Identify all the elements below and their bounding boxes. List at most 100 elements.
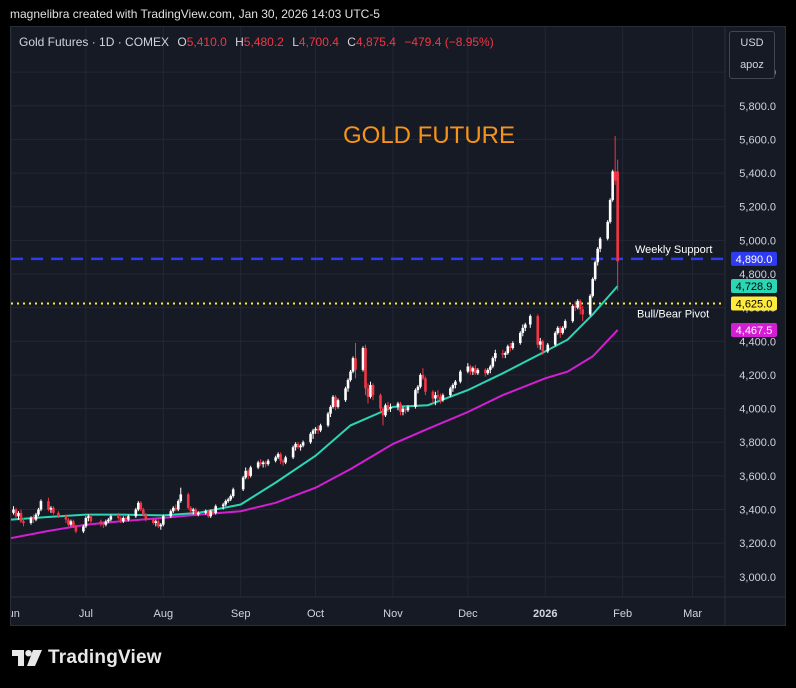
candle-body xyxy=(159,524,163,527)
price-tick-label: 5,800.0 xyxy=(739,101,776,113)
ma-price-tag xyxy=(731,278,777,293)
candle-body xyxy=(419,374,422,387)
candle xyxy=(414,388,417,409)
candle-body xyxy=(404,408,407,411)
candle-body xyxy=(379,395,382,409)
candle-body xyxy=(74,526,78,532)
level-price-tag xyxy=(731,296,777,311)
candle-body xyxy=(244,470,247,478)
price-tick-label: 3,200.0 xyxy=(739,538,776,550)
candle-body xyxy=(104,521,108,525)
candle-body xyxy=(39,501,43,510)
candle xyxy=(189,506,193,513)
price-tick-label: 3,800.0 xyxy=(739,437,776,449)
candle-body xyxy=(474,368,477,374)
candle xyxy=(171,506,175,513)
candle xyxy=(361,346,365,372)
candle xyxy=(581,305,584,322)
candle xyxy=(489,364,492,374)
candle xyxy=(127,514,130,522)
candle-body xyxy=(489,366,492,370)
currency-unit[interactable]: USD xyxy=(740,37,764,49)
candle-body xyxy=(241,477,245,490)
currency-selector[interactable]: USD apoz xyxy=(729,31,775,79)
candle-body xyxy=(279,454,282,461)
candle xyxy=(249,465,252,478)
candle-body xyxy=(556,327,560,333)
candle xyxy=(142,507,145,517)
candle xyxy=(301,440,305,448)
time-tick-label: Nov xyxy=(383,608,403,620)
candle xyxy=(351,356,355,374)
candle-body xyxy=(191,509,195,512)
price-axis[interactable]: 3,000.0 3,200.0 3,400.0 3,600.0 3,800.0 4,000… xyxy=(724,27,777,626)
candle xyxy=(179,487,183,503)
candle xyxy=(521,324,525,337)
candle-body xyxy=(528,316,532,325)
candle-body xyxy=(179,494,183,502)
candle xyxy=(14,507,18,518)
candle xyxy=(29,516,33,525)
candle-body xyxy=(171,507,175,512)
candle-body xyxy=(366,388,370,397)
low-label: L xyxy=(292,35,299,49)
candle-body xyxy=(598,238,602,249)
candle xyxy=(246,469,250,480)
candle xyxy=(371,383,375,401)
candle-body xyxy=(124,517,128,520)
tradingview-wordmark: TradingView xyxy=(48,647,162,668)
candle-body xyxy=(434,395,437,399)
price-tick-label: 5,400.0 xyxy=(739,168,776,180)
chart-pane[interactable]: GOLD FUTURE Weekly Support Bull/Bear Pivot… xyxy=(10,26,786,626)
candle-body xyxy=(301,442,305,446)
time-tick-label: Dec xyxy=(458,608,478,620)
price-tick-label: 3,400.0 xyxy=(739,505,776,517)
candle-body xyxy=(259,462,262,465)
candle-body xyxy=(314,428,317,431)
candle-body xyxy=(102,522,105,525)
candle xyxy=(72,519,75,529)
time-axis[interactable]: Jun Jul Aug Sep Oct Nov Dec 2026 Feb Mar xyxy=(11,596,786,620)
candle xyxy=(416,385,420,394)
candle xyxy=(241,475,245,492)
candle-body xyxy=(152,519,155,523)
candle xyxy=(386,401,390,412)
candle xyxy=(491,356,495,369)
candle-body xyxy=(57,512,60,517)
candle-body xyxy=(29,517,33,523)
candle xyxy=(431,390,435,404)
candle xyxy=(211,509,215,515)
candle xyxy=(284,455,287,465)
candle xyxy=(279,452,282,465)
candle-body xyxy=(616,171,619,262)
candle-body xyxy=(209,511,213,517)
candle-body xyxy=(336,400,340,407)
candle xyxy=(117,512,120,520)
candle xyxy=(209,509,213,518)
candle xyxy=(17,511,20,520)
tradingview-logo[interactable]: TradingView xyxy=(12,647,162,669)
candle xyxy=(466,363,470,374)
ma-slow-line xyxy=(11,329,619,540)
candle xyxy=(19,509,23,523)
high-label: H xyxy=(235,35,244,49)
candle xyxy=(291,445,295,460)
candle xyxy=(37,507,40,517)
candle-body xyxy=(371,385,375,396)
candle-body xyxy=(189,507,193,512)
candle-body xyxy=(509,346,512,349)
chart-canvas[interactable]: GOLD FUTURE Weekly Support Bull/Bear Pivot… xyxy=(11,27,786,626)
candle xyxy=(69,519,73,527)
candle-body xyxy=(231,489,235,497)
candle-body xyxy=(538,341,542,345)
candle-body xyxy=(87,516,90,518)
candle xyxy=(152,517,155,525)
chart-title: GOLD FUTURE xyxy=(343,122,515,149)
symbol-name[interactable]: Gold Futures · 1D · COMEX xyxy=(19,35,170,49)
candle-body xyxy=(14,509,18,517)
candle-body xyxy=(361,348,365,370)
candle-body xyxy=(469,366,472,372)
candle xyxy=(454,379,457,389)
candle xyxy=(159,522,163,530)
candle-body xyxy=(459,371,462,382)
